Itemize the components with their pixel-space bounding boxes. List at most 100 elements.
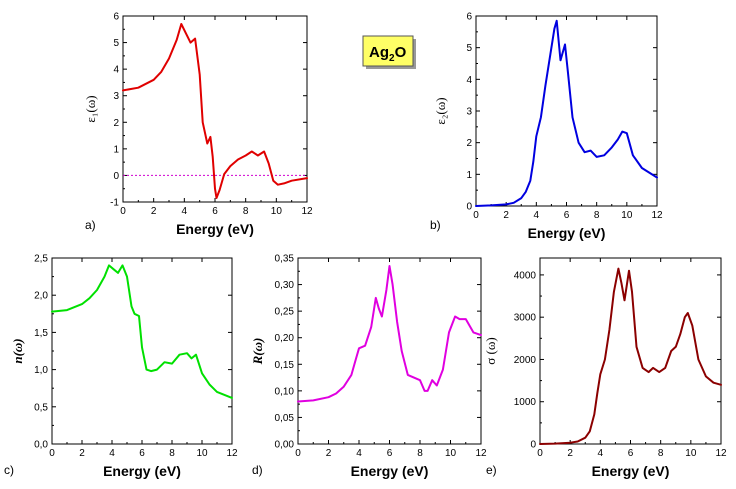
x-tick-label: 10 (271, 206, 283, 217)
x-tick-label: 12 (475, 448, 487, 459)
x-tick-label: 12 (226, 448, 238, 459)
panel-a-frame (122, 15, 308, 203)
x-tick-label: 0 (49, 448, 55, 459)
x-tick-label: 6 (212, 206, 218, 217)
series-line-c (51, 264, 233, 399)
series-line-b (475, 19, 658, 207)
panel-label: e) (486, 463, 497, 477)
x-tick-label: 6 (628, 448, 634, 459)
y-tick-label: 0,0 (34, 440, 48, 451)
y-tick-label: 0,25 (275, 307, 295, 318)
y-tick-label: 1,0 (34, 365, 48, 376)
series-line-e (539, 267, 722, 445)
x-tick-label: 8 (417, 448, 423, 459)
y-tick-label: 0 (466, 202, 472, 213)
x-tick-label: 10 (196, 448, 208, 459)
x-tick-label: 0 (120, 206, 126, 217)
panel-d: 0 2 4 6 8 10 12 0,00 0,05 0,10 0,15 0,20 0,25 0,30 0,3… (250, 254, 487, 480)
y-tick-label: 0,35 (275, 254, 295, 265)
series-line-d (297, 265, 482, 403)
x-tick-label: 2 (151, 206, 157, 217)
x-tick-label: 12 (651, 210, 663, 221)
y-tick-label: 0,05 (275, 413, 295, 424)
y-tick-label: 3 (113, 91, 119, 102)
y-tick-label: 4 (466, 75, 472, 86)
x-tick-label: 10 (685, 448, 697, 459)
y-tick-label: 5 (466, 43, 472, 54)
panel-label: a) (85, 218, 96, 232)
y-tick-label: 5 (113, 38, 119, 49)
x-tick-label: 12 (301, 206, 313, 217)
y-tick-label: 0,5 (34, 402, 48, 413)
x-tick-label: 10 (445, 448, 457, 459)
y-tick-label: 6 (466, 12, 472, 23)
x-tick-label: 6 (564, 210, 570, 221)
x-tick-label: 4 (356, 448, 362, 459)
y-tick-label: 0,10 (275, 386, 295, 397)
x-tick-label: 8 (658, 448, 664, 459)
y-tick-label: 2 (113, 118, 119, 129)
compound-badge-label: Ag2O (369, 44, 407, 64)
x-tick-label: 0 (473, 210, 479, 221)
panel-label: c) (4, 463, 14, 477)
y-tick-label: 6 (113, 12, 119, 23)
y-tick-label: 0 (530, 440, 536, 451)
y-tick-label: 0,15 (275, 360, 295, 371)
x-tick-label: 4 (598, 448, 604, 459)
x-tick-label: 6 (139, 448, 145, 459)
y-tick-label: -1 (110, 198, 119, 209)
compound-subscript: 2 (389, 53, 395, 64)
x-tick-label: 6 (387, 448, 393, 459)
compound-tail: O (395, 44, 407, 61)
y-tick-label: 0,00 (275, 440, 295, 451)
series-line-a (122, 23, 308, 199)
x-axis-label: Energy (eV) (528, 225, 606, 241)
compound-main: Ag (369, 44, 389, 61)
panel-c: 0 2 4 6 8 10 12 0,0 0,5 1,0 1,5 2,0 2,5 Energy (eV) n(… (4, 254, 238, 480)
y-tick-label: 0,20 (275, 333, 295, 344)
y-tick-label: 0 (113, 171, 119, 182)
x-tick-label: 4 (182, 206, 188, 217)
x-axis-label: Energy (eV) (351, 463, 429, 479)
y-tick-label: 1 (466, 170, 472, 181)
x-tick-label: 8 (594, 210, 600, 221)
y-tick-label: 0,30 (275, 280, 295, 291)
y-tick-label: 4 (113, 65, 119, 76)
y-tick-label: 2 (466, 138, 472, 149)
y-axis-label: σ (ω) (483, 337, 498, 364)
x-tick-label: 0 (295, 448, 301, 459)
x-tick-label: 2 (79, 448, 85, 459)
x-tick-label: 10 (621, 210, 633, 221)
panel-e: 0 2 4 6 8 10 12 0 1000 2000 3000 4000 Energy (eV) σ (… (483, 257, 727, 479)
y-tick-label: 2,0 (34, 291, 48, 302)
x-tick-label: 2 (326, 448, 332, 459)
x-tick-label: 8 (243, 206, 249, 217)
compound-badge-box (362, 35, 414, 67)
x-axis-label: Energy (eV) (176, 221, 254, 237)
y-tick-label: 3 (466, 107, 472, 118)
panel-label: b) (430, 218, 441, 232)
panel-label: d) (252, 463, 263, 477)
compound-badge: Ag2O (362, 35, 416, 69)
y-tick-label: 4000 (514, 270, 537, 281)
x-tick-label: 4 (534, 210, 540, 221)
y-axis-label: ε₂(ω) (433, 97, 448, 124)
x-tick-label: 2 (567, 448, 573, 459)
x-tick-label: 8 (169, 448, 175, 459)
y-tick-label: 2000 (514, 355, 537, 366)
y-tick-label: 1 (113, 144, 119, 155)
x-axis-label: Energy (eV) (592, 463, 670, 479)
y-tick-label: 3000 (514, 313, 537, 324)
y-tick-label: 1000 (514, 397, 537, 408)
y-tick-label: 1,5 (34, 328, 48, 339)
x-axis-label: Energy (eV) (103, 463, 181, 479)
y-axis-label: ε₁(ω) (83, 95, 98, 122)
panel-d-frame (297, 257, 482, 445)
y-tick-label: 2,5 (34, 254, 48, 265)
y-axis-label: R(ω) (250, 338, 265, 366)
x-tick-label: 2 (503, 210, 509, 221)
panel-b-frame (475, 15, 658, 207)
